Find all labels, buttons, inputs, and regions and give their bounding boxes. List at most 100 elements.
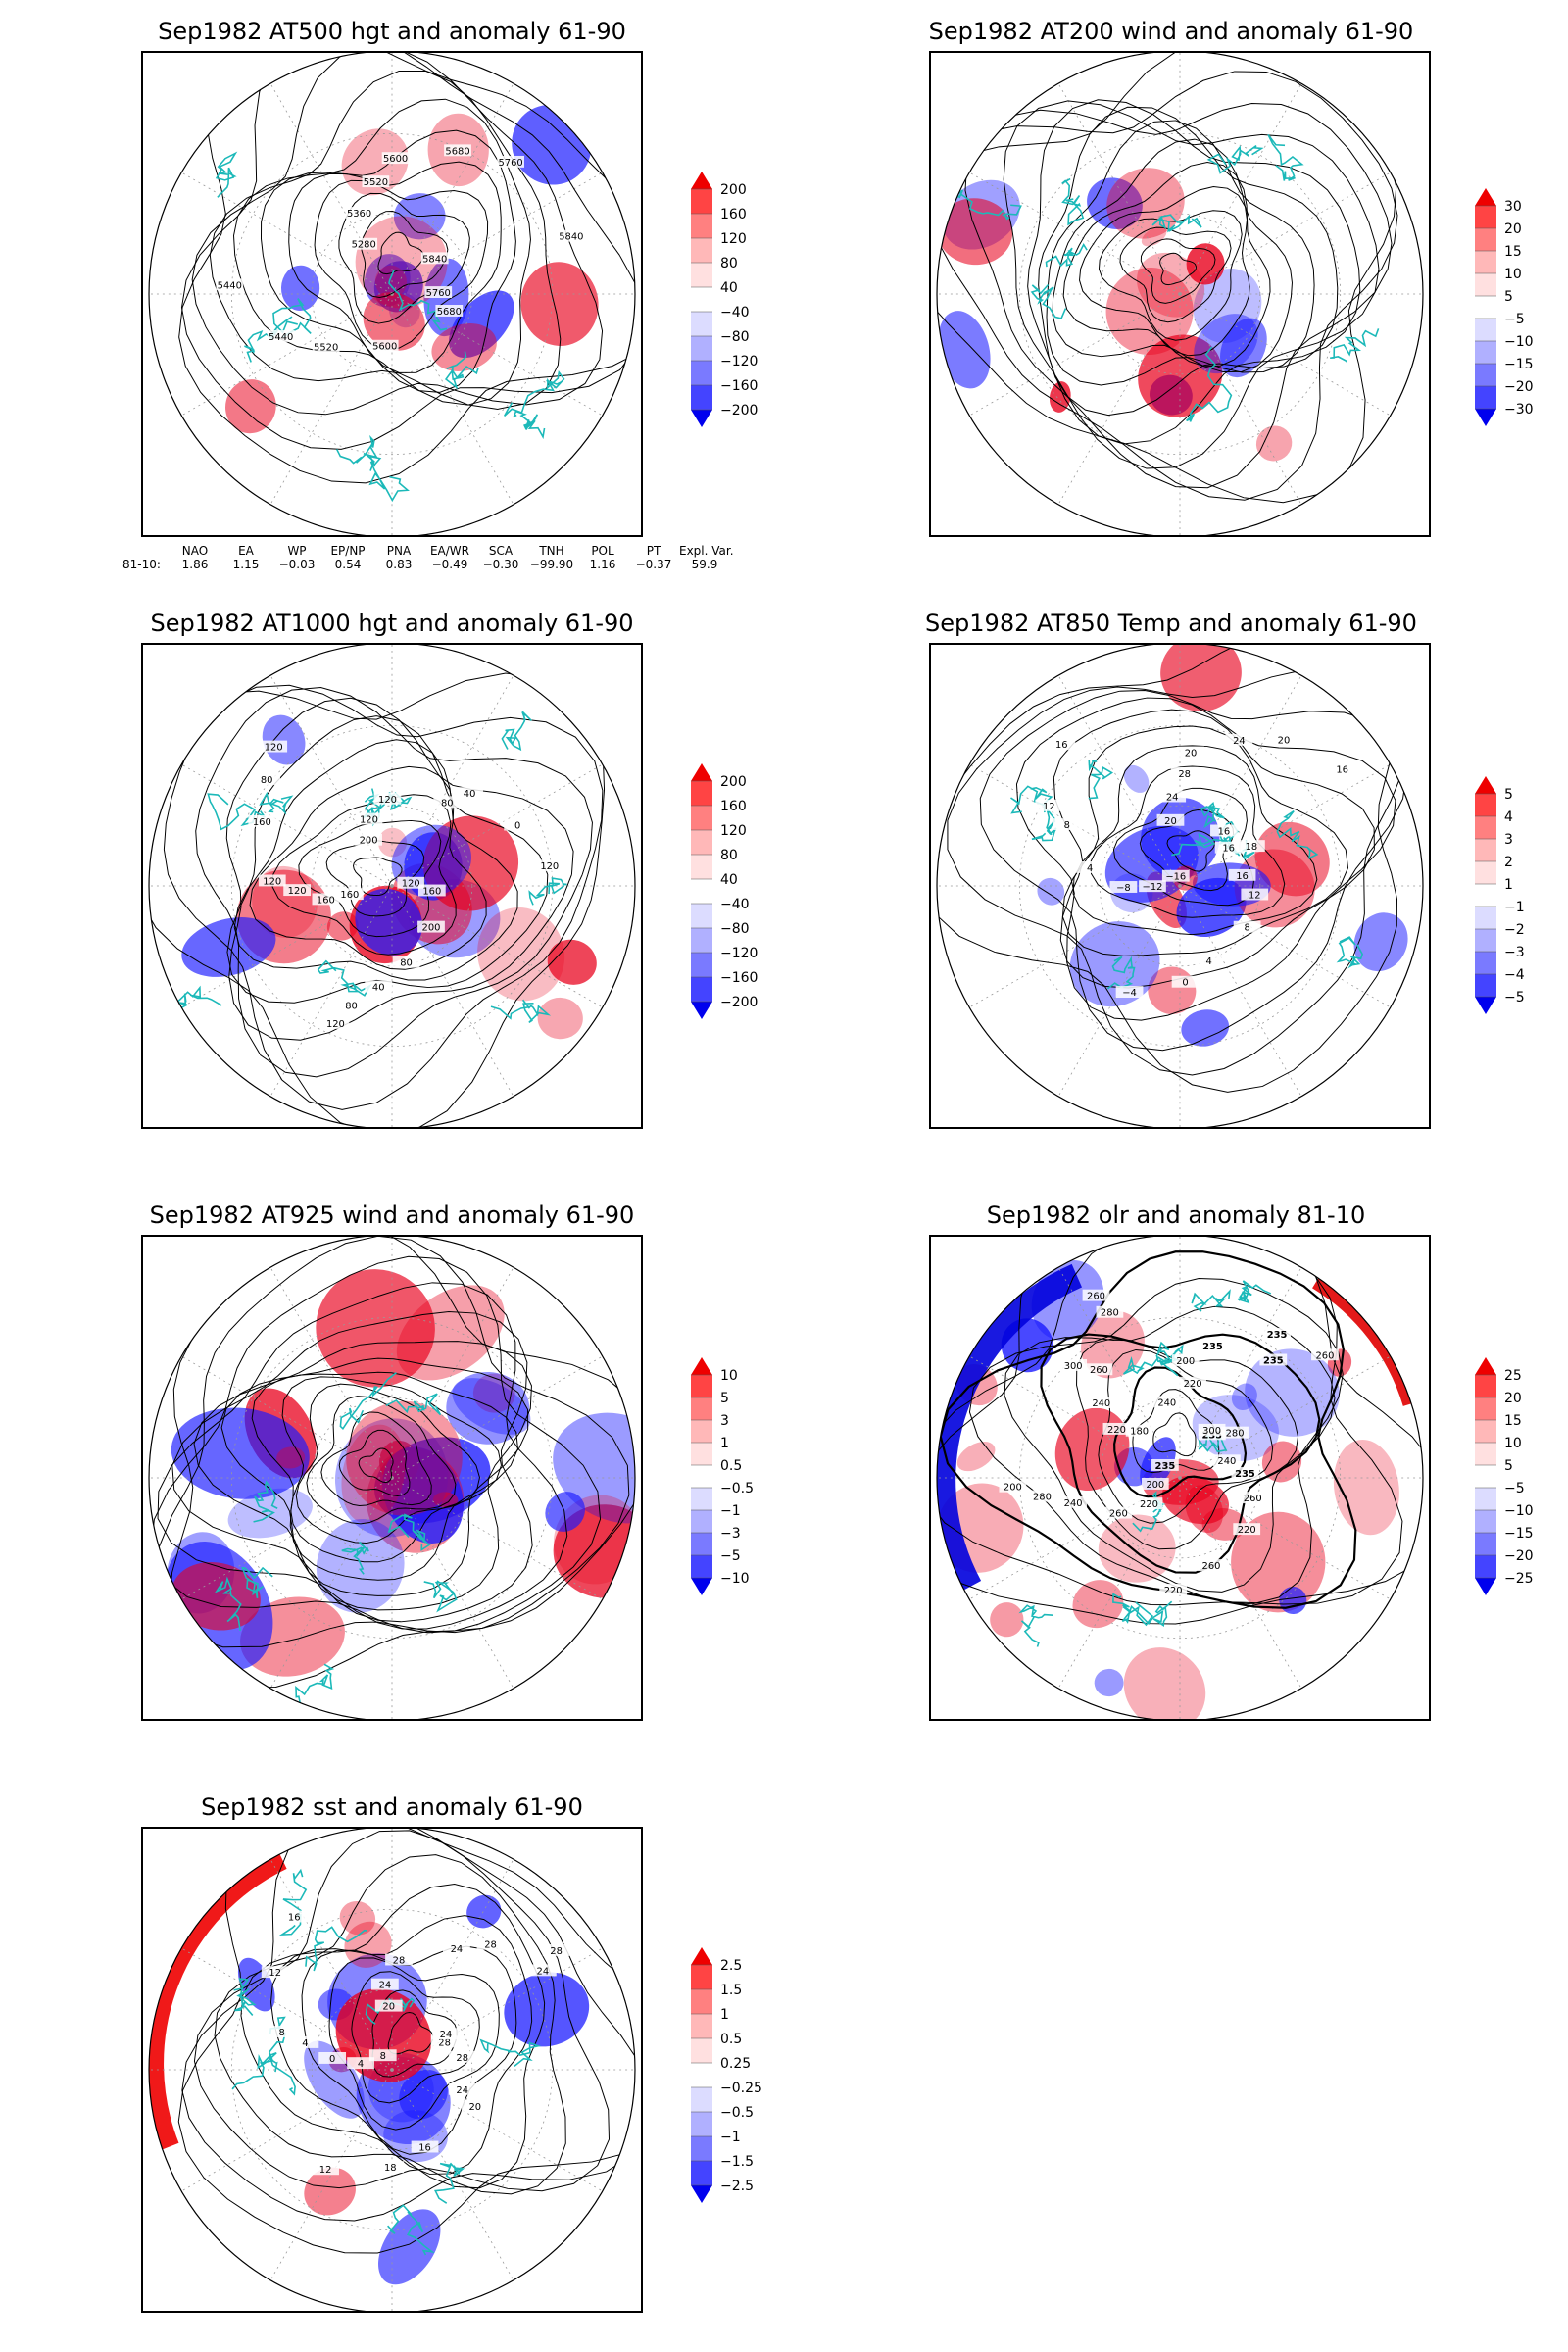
contour-label: 235: [1202, 1342, 1223, 1352]
colorbar-label: 2: [1504, 855, 1513, 870]
contour-line: [1046, 120, 1315, 386]
colorbar-swatch: [691, 312, 712, 336]
map-925wind[interactable]: [141, 1235, 643, 1721]
negative-anomaly: [446, 1371, 530, 1445]
coastline: [1030, 283, 1067, 319]
index-value: 1.86: [181, 558, 209, 571]
colorbar-swatch: [1475, 273, 1496, 296]
contour-label: 180: [1130, 1427, 1149, 1438]
contour-label: 220: [1238, 1525, 1256, 1536]
contour-label: 220: [1140, 1499, 1158, 1510]
contour-label: 240: [1157, 1397, 1176, 1408]
colorbar-swatch: [1475, 884, 1496, 906]
map-925wind-canvas: [148, 1237, 636, 1719]
contour-label: 240: [1217, 1456, 1236, 1467]
contour-line: [1003, 100, 1380, 469]
coastline: [305, 1926, 368, 1972]
contour-label: 28: [550, 1946, 563, 1957]
colorbar-swatch: [1475, 1533, 1496, 1555]
map-boundary: [936, 53, 1424, 535]
index-header: NAO: [181, 544, 209, 558]
positive-anomaly: [1255, 425, 1293, 462]
colorbar-swatch: [1475, 906, 1496, 929]
coastline: [1171, 820, 1239, 857]
negative-anomaly: [1123, 764, 1150, 793]
index-value: 0.83: [385, 558, 413, 571]
colorbar-label: −2: [1504, 922, 1525, 938]
colorbar-label: −25: [1504, 1571, 1534, 1587]
colorbar-swatch: [691, 263, 712, 287]
colorbar-label: −40: [720, 897, 750, 912]
contour-label: 5280: [352, 240, 376, 251]
colorbar-label: −5: [1504, 1481, 1525, 1496]
contour-line: [1090, 765, 1286, 918]
contour-label: 24: [1233, 736, 1246, 747]
contour-label: 4: [358, 2059, 364, 2070]
positive-anomaly: [346, 1400, 463, 1516]
map-200wind[interactable]: [929, 51, 1431, 537]
coastline: [1132, 1491, 1165, 1533]
coastline: [278, 1868, 308, 1936]
colorbar-arrow-top: [1475, 776, 1496, 794]
colorbar-arrow-bottom: [691, 1578, 712, 1595]
colorbar-swatch: [1475, 318, 1496, 341]
contour-label: 160: [340, 890, 359, 901]
colorbar-label: −1.5: [720, 2154, 754, 2170]
coastline: [1330, 328, 1380, 363]
contour-label: 5840: [422, 254, 447, 265]
colorbar-arrow-bottom: [691, 410, 712, 427]
contour-label: 120: [378, 795, 397, 806]
index-value: 0.54: [334, 558, 362, 571]
contour-line: [1098, 1348, 1274, 1524]
colorbar-label: −160: [720, 970, 758, 986]
coastline: [1122, 1600, 1173, 1627]
contour-label: 260: [1087, 1292, 1105, 1302]
map-olr[interactable]: 235 240 235 260 220 260 220 235 200 220 260 240 280 2…: [929, 1235, 1431, 1721]
contour-line: [1132, 1389, 1220, 1474]
contour-line: [271, 794, 457, 956]
contour-label: 235: [1235, 1469, 1255, 1480]
map-850temp[interactable]: 16 16 12 8 4 0 −4 −16 −12 −8 4 8 12 16 20 24 28 20 24 20 16 1…: [929, 643, 1431, 1129]
contour-line: [225, 697, 574, 1041]
contour-line: [1076, 1338, 1299, 1550]
map-sst[interactable]: 28 28 24 20 16 18 12 8 4 0 4 8 12 16 20 24 28 24 28 24 28 24: [141, 1827, 643, 2313]
index-value: 1.16: [589, 558, 616, 571]
colorbar-swatch: [1475, 251, 1496, 273]
colorbar-925wind: 10 5 3 1 0.5 −0.5 −1 −3 −5 −10: [681, 1355, 789, 1620]
positive-anomaly: [344, 1921, 392, 1968]
negative-anomaly: [938, 311, 991, 389]
contour-label: 24: [379, 1981, 392, 1991]
latitude-circle: [311, 1396, 473, 1559]
contour-label: 16: [1236, 871, 1249, 882]
coastline: [1045, 243, 1088, 268]
colorbar-swatch: [691, 1533, 712, 1555]
indices-row-label: 81-10:: [122, 558, 161, 571]
map-500hgt[interactable]: 5840 5760 5680 5600 5520 5440 5440 5280 5360 5520…: [141, 51, 643, 537]
colorbar-swatch: [1475, 206, 1496, 228]
contour-line: [240, 1884, 546, 2189]
contour-label: 5520: [314, 342, 338, 353]
contour-label: 5840: [559, 232, 583, 243]
meridian: [181, 2069, 393, 2192]
colorbar-label: −80: [720, 329, 750, 345]
colorbar-arrow-top: [691, 1357, 712, 1375]
coastline: [1088, 760, 1114, 800]
latitude-circle: [311, 213, 473, 375]
contour-label: 8: [380, 2051, 386, 2062]
coastline: [268, 2016, 296, 2096]
colorbar-swatch: [691, 1420, 712, 1443]
panel-title-olr: Sep1982 olr and anomaly 81-10: [986, 1201, 1366, 1229]
colorbar-sst: 2.5 1.5 1 0.5 0.25 −0.25 −0.5 −1 −1.5 −2.5: [681, 1945, 789, 2230]
colorbar-swatch: [1475, 974, 1496, 997]
coastline: [385, 1393, 442, 1416]
contour-label: 5440: [269, 332, 293, 343]
colorbar-label: −120: [720, 354, 758, 369]
colorbar-swatch: [691, 2136, 712, 2161]
map-1000hgt[interactable]: 120 160 200 80 40 80 120 160 160 120 120 160 80 120 20…: [141, 643, 643, 1129]
contour-label: 0: [514, 821, 520, 832]
contour-label: 240: [1064, 1498, 1083, 1509]
colorbar-swatch: [691, 2112, 712, 2136]
latitude-circle: [1018, 132, 1342, 456]
contour-label: 16: [418, 2142, 431, 2153]
